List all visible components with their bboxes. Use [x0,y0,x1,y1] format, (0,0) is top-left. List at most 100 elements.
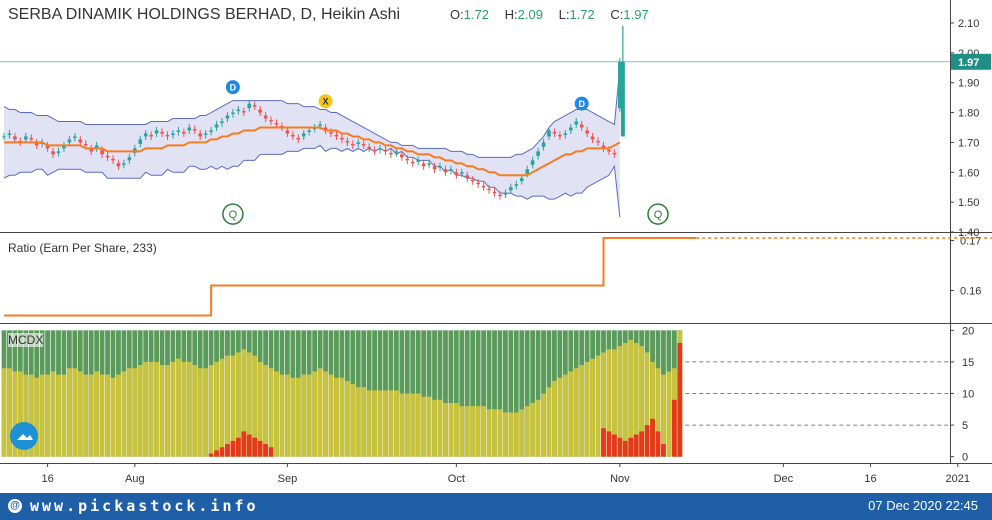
mcdx-red-bar [268,447,274,457]
last-price-box [951,53,991,70]
mcdx-yellow-bar [34,377,40,457]
candle-body [498,194,502,197]
time-tick-label: 2021 [946,473,970,485]
mcdx-yellow-bar [257,361,263,457]
price-tick-label: 1.40 [958,227,979,239]
candle-body [351,143,355,146]
mcdx-yellow-bar [617,346,623,457]
candle-body [182,131,186,134]
marker-label: D [578,99,585,109]
mcdx-yellow-bar [295,377,301,457]
candle-body [116,163,121,167]
candle-body [154,130,159,134]
marker-label: D [230,83,237,93]
bollinger-upper-line [3,67,621,158]
candle-body [579,124,584,128]
candle-body [127,157,132,161]
mcdx-yellow-bar [317,368,323,457]
mcdx-yellow-bar [497,409,503,457]
price-tick-label: 1.60 [958,167,979,179]
mcdx-yellow-bar [176,358,181,457]
mcdx-yellow-bar [105,374,110,457]
open-label: O: [450,7,464,22]
candle-body [94,145,99,149]
candle-body [291,134,295,137]
mcdx-yellow-bar [61,374,67,457]
candle-body [378,148,382,150]
mcdx-yellow-bar [263,365,268,457]
candle-body [231,112,235,115]
mcdx-yellow-bar [486,409,492,457]
mcdx-yellow-bar [219,358,225,457]
mcdx-yellow-bar [535,399,541,457]
mcdx-yellow-bar [459,406,465,457]
candle-body [45,145,50,149]
mcdx-yellow-bar [186,361,192,457]
mcdx-yellow-bar [154,361,159,457]
mcdx-yellow-bar [394,390,399,457]
mcdx-yellow-bar [230,355,236,457]
candle-body [481,185,486,188]
mcdx-green-bar [448,330,454,457]
price-tick-label: 2.10 [958,18,979,30]
mcdx-yellow-bar [633,342,639,457]
mcdx-tick-label: 0 [962,452,968,464]
ohlc-readout: O:1.72 H:2.09 L:1.72 C:1.97 [450,7,661,22]
mcdx-yellow-bar [492,409,497,457]
candle-body [356,142,361,144]
candle-body [296,137,301,140]
candle-body [51,151,55,155]
price-tick-label: 1.90 [958,78,979,90]
candle-body [111,158,115,161]
mcdx-yellow-bar [655,368,661,457]
mcdx-red-bar [650,418,655,457]
site-link[interactable]: www.pickastock.info [30,497,259,515]
mcdx-yellow-bar [306,374,312,457]
candle-body [394,151,399,153]
at-sign-icon: @ [8,499,22,513]
mcdx-yellow-bar [99,374,105,457]
candle-body [509,187,513,191]
mcdx-yellow-bar [355,387,361,457]
cloud-icon[interactable] [10,422,38,450]
eps-ratio-line [4,237,697,317]
mcdx-yellow-bar [344,380,350,457]
candle-body [541,142,546,147]
mcdx-yellow-bar [464,406,470,457]
mcdx-red-bar [601,428,606,457]
candle-body [345,140,350,143]
mcdx-yellow-bar [562,374,568,457]
mcdx-yellow-bar [481,406,486,457]
candle-body [405,158,410,161]
time-tick-label: 16 [41,473,53,485]
candle-body [536,151,540,156]
mcdx-red-bar [606,431,612,457]
mcdx-tick-label: 20 [962,325,974,337]
mcdx-yellow-bar [279,374,285,457]
candle-body [334,134,339,137]
time-tick-label: Sep [278,473,298,485]
mcdx-red-bar [257,440,263,457]
time-tick-label: Aug [125,473,145,485]
candle-body [503,193,508,195]
mcdx-yellow-bar [568,371,574,457]
candle-body [525,169,529,174]
candle-body [198,133,202,137]
candle-body [225,115,230,119]
low-label: L: [558,7,570,22]
mcdx-red-bar [252,437,258,457]
time-tick-label: 16 [864,473,876,485]
mcdx-red-bar [628,437,634,457]
mcdx-red-bar [644,425,650,457]
candle-body [24,136,28,140]
mcdx-green-bar [524,330,530,457]
candle-body [34,142,39,146]
candle-body [209,130,213,132]
marker-label: X [323,97,329,107]
mcdx-tick-label: 10 [962,389,974,401]
candle-body [7,133,12,135]
candle-body [607,149,611,152]
mcdx-yellow-bar [404,393,410,457]
mcdx-pane [1,330,950,457]
